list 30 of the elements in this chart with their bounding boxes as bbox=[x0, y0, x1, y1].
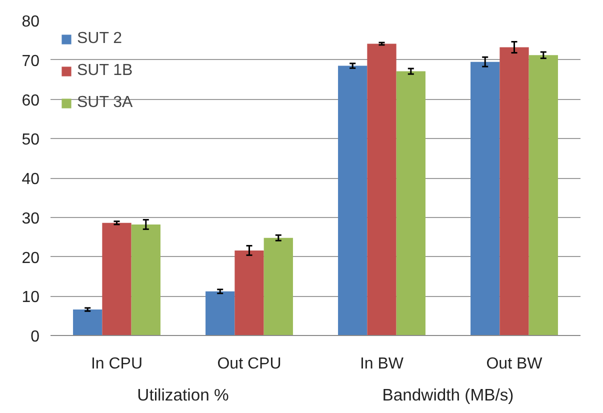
y-tick-label: 10 bbox=[22, 289, 40, 306]
y-tick-label: 0 bbox=[30, 328, 40, 346]
y-tick-label: 40 bbox=[22, 171, 40, 188]
x-tick-label: Out BW bbox=[486, 356, 544, 372]
text: Utilization % bbox=[137, 386, 230, 404]
bar bbox=[73, 310, 102, 336]
x-tick-label: Out CPU bbox=[217, 356, 282, 372]
x-tick-label: In CPU bbox=[90, 356, 143, 372]
legend-label: SUT 1B bbox=[77, 62, 133, 80]
bar bbox=[500, 47, 529, 336]
bar bbox=[264, 238, 293, 336]
legend-label: SUT 2 bbox=[77, 30, 122, 48]
bar bbox=[396, 71, 426, 336]
bar bbox=[367, 44, 396, 336]
bar bbox=[131, 224, 160, 336]
y-tick-label: 70 bbox=[22, 52, 40, 70]
x-tick-label: In BW bbox=[360, 356, 404, 372]
y-tick-label: 30 bbox=[22, 210, 40, 228]
y-tick-label: 50 bbox=[22, 132, 40, 149]
text: Bandwidth (MB/s) bbox=[382, 386, 514, 404]
bar bbox=[470, 62, 500, 336]
bar bbox=[338, 66, 368, 336]
bar bbox=[528, 55, 558, 336]
y-tick-label: 60 bbox=[22, 92, 40, 110]
bar bbox=[234, 250, 264, 336]
y-tick-label: 80 bbox=[22, 14, 40, 30]
legend-label: SUT 3A bbox=[77, 94, 133, 112]
bar bbox=[102, 222, 132, 336]
y-tick-label: 20 bbox=[22, 250, 40, 267]
bar bbox=[206, 291, 235, 336]
